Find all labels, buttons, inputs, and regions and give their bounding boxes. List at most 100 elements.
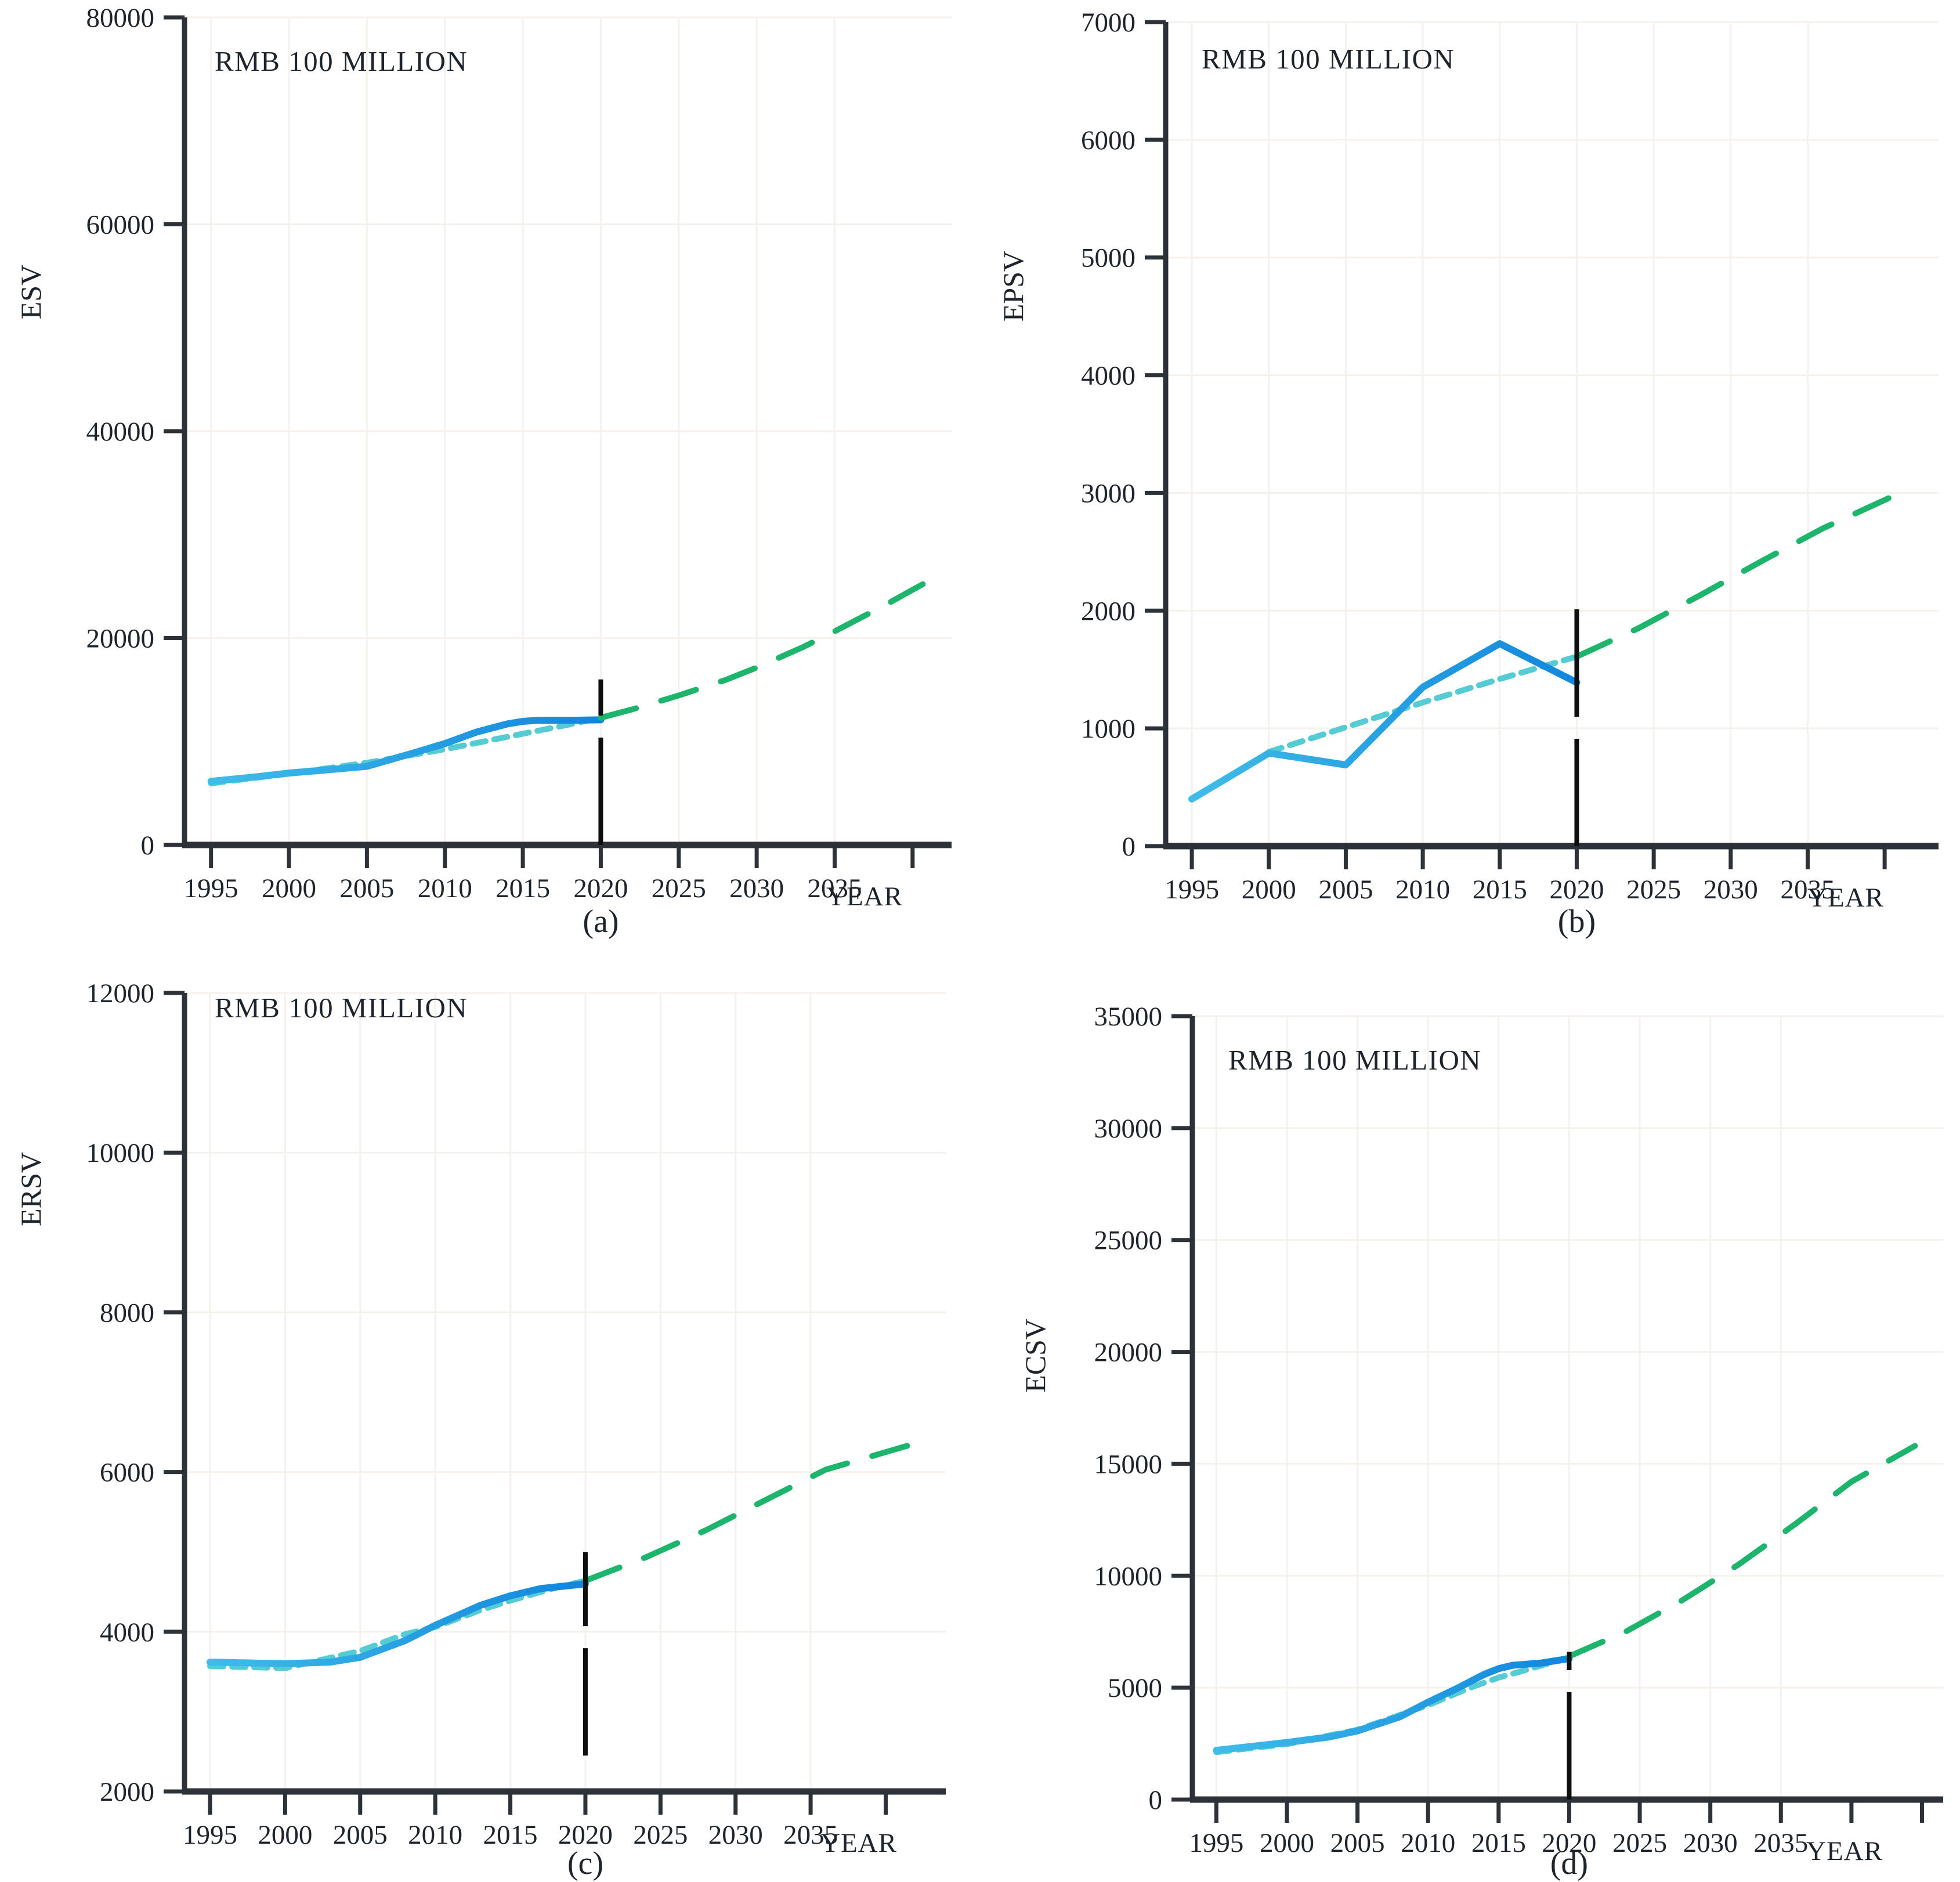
- x-tick-label: 2000: [258, 1820, 312, 1850]
- y-tick-label: 40000: [86, 417, 155, 447]
- y-tick-label: 60000: [86, 210, 155, 240]
- gridlines: [1192, 1015, 1943, 1801]
- x-tick-label: 2010: [418, 873, 472, 904]
- y-tick-label: 1000: [1081, 714, 1136, 744]
- y-tick-label: 6000: [1081, 125, 1136, 156]
- y-axis-title: ECSV: [1019, 1319, 1051, 1393]
- tick-labels: 1995 2000 2005 2010 2015 2020 2025 2030 2035 0 500…: [1094, 1002, 1809, 1858]
- gridlines: [185, 16, 952, 846]
- y-tick-label: 7000: [1081, 8, 1136, 38]
- x-tick-label: 2030: [1704, 875, 1758, 905]
- tick-marks: [164, 991, 888, 1815]
- x-tick-label: 2020: [1542, 1828, 1596, 1858]
- x-tick-label: 2005: [333, 1820, 388, 1850]
- x-tick-label: 2015: [496, 873, 550, 904]
- y-tick-label: 5000: [1081, 243, 1136, 273]
- forecast-line: [1566, 1443, 1918, 1660]
- y-tick-label: 15000: [1094, 1449, 1163, 1479]
- x-tick-label: 2015: [1473, 875, 1527, 905]
- x-tick-label: 2000: [262, 873, 316, 904]
- unit-label: RMB 100 MILLION: [1228, 1044, 1481, 1076]
- y-tick-label: 10000: [1094, 1561, 1163, 1591]
- chart-canvas-c: 1995 2000 2005 2010 2015 2020 2025 2030 2035 2000…: [15, 978, 946, 1881]
- x-tick-label: 2020: [558, 1820, 613, 1850]
- x-tick-label: 2015: [483, 1820, 538, 1850]
- axes: [164, 991, 946, 1815]
- x-tick-label: 1995: [183, 1820, 237, 1850]
- x-tick-label: 1995: [184, 873, 238, 904]
- x-tick-label: 2005: [1318, 875, 1373, 905]
- x-tick-label: 2030: [729, 873, 784, 904]
- y-tick-label: 0: [1149, 1785, 1163, 1815]
- y-tick-label: 12000: [86, 978, 155, 1009]
- x-tick-label: 2030: [708, 1820, 763, 1850]
- x-tick-label: 2000: [1260, 1828, 1314, 1858]
- x-tick-label: 2005: [1330, 1828, 1385, 1858]
- chart-canvas-a: 1995 2000 2005 2010 2015 2020 2025 2030 2035 0 200…: [15, 3, 952, 940]
- y-axis-title: EPSV: [997, 251, 1029, 322]
- x-tick-label: 2035: [807, 873, 862, 904]
- x-tick-label: 2010: [1395, 875, 1450, 905]
- observed-historical-line: [1213, 1655, 1573, 1754]
- panel-c: 1995 2000 2005 2010 2015 2020 2025 2030 2035 2000…: [0, 942, 980, 1882]
- y-tick-label: 80000: [86, 3, 155, 33]
- tick-labels: 1995 2000 2005 2010 2015 2020 2025 2030 2035 2000…: [86, 978, 838, 1850]
- tick-marks: [1171, 1014, 1925, 1823]
- observed-historical-line: [1188, 640, 1581, 803]
- x-tick-label: 2010: [408, 1820, 462, 1850]
- panel-a: 1995 2000 2005 2010 2015 2020 2025 2030 2035 0 200…: [0, 0, 980, 940]
- x-tick-label: 2035: [1780, 875, 1835, 905]
- panel-caption: (b): [1558, 904, 1596, 940]
- y-tick-label: 3000: [1081, 478, 1136, 508]
- y-tick-label: 6000: [100, 1458, 154, 1488]
- observed-historical-line: [206, 1580, 589, 1667]
- y-tick-label: 20000: [86, 624, 155, 654]
- x-tick-label: 2005: [339, 873, 394, 904]
- forecast-line: [582, 1440, 919, 1584]
- unit-label: RMB 100 MILLION: [215, 992, 468, 1024]
- y-tick-label: 10000: [86, 1138, 155, 1168]
- tick-marks: [164, 15, 915, 868]
- y-tick-label: 2000: [1081, 596, 1136, 626]
- fitted-trend-line: [1265, 653, 1580, 755]
- panel-caption: (d): [1550, 1845, 1588, 1881]
- panel-d: 1995 2000 2005 2010 2015 2020 2025 2030 2035 0 500…: [980, 942, 1960, 1882]
- y-tick-label: 0: [141, 830, 155, 861]
- chart-canvas-b: 1995 2000 2005 2010 2015 2020 2025 2030 2035 0 100…: [997, 8, 1939, 940]
- unit-label: RMB 100 MILLION: [215, 45, 468, 77]
- panel-b: 1995 2000 2005 2010 2015 2020 2025 2030 2035 0 100…: [980, 0, 1960, 940]
- x-tick-label: 2025: [633, 1820, 688, 1850]
- x-tick-label: 2035: [1753, 1828, 1808, 1858]
- x-axis-title: YEAR: [826, 882, 903, 912]
- axes: [1171, 1014, 1943, 1823]
- x-axis-title: YEAR: [1806, 1836, 1883, 1866]
- fitted-trend-line: [1213, 1655, 1572, 1755]
- observed-historical-line: [207, 716, 605, 785]
- y-tick-label: 4000: [1081, 361, 1136, 391]
- y-axis-title: ESV: [15, 265, 47, 319]
- x-tick-label: 1995: [1189, 1828, 1243, 1858]
- x-tick-label: 2020: [573, 873, 628, 904]
- y-tick-label: 0: [1122, 832, 1136, 862]
- gridlines: [1166, 21, 1939, 847]
- x-tick-label: 2000: [1242, 875, 1296, 905]
- axes: [1145, 20, 1939, 869]
- x-tick-label: 2025: [1612, 1828, 1667, 1858]
- panel-caption: (a): [583, 904, 619, 940]
- gridlines: [185, 992, 946, 1793]
- y-tick-label: 8000: [100, 1298, 154, 1328]
- y-tick-label: 20000: [1094, 1338, 1163, 1368]
- x-tick-label: 2010: [1401, 1828, 1455, 1858]
- forecast-line: [1574, 490, 1903, 660]
- y-tick-label: 25000: [1094, 1226, 1163, 1256]
- x-tick-label: 1995: [1165, 875, 1219, 905]
- y-tick-label: 30000: [1094, 1114, 1163, 1144]
- y-axis-title: ERSV: [15, 1152, 47, 1226]
- tick-marks: [1145, 20, 1887, 869]
- tick-labels: 1995 2000 2005 2010 2015 2020 2025 2030 2035 0 100…: [1081, 8, 1835, 905]
- x-axis-title: YEAR: [820, 1828, 897, 1858]
- panel-caption: (c): [567, 1845, 603, 1881]
- x-tick-label: 2020: [1549, 875, 1604, 905]
- x-tick-label: 2025: [1626, 875, 1681, 905]
